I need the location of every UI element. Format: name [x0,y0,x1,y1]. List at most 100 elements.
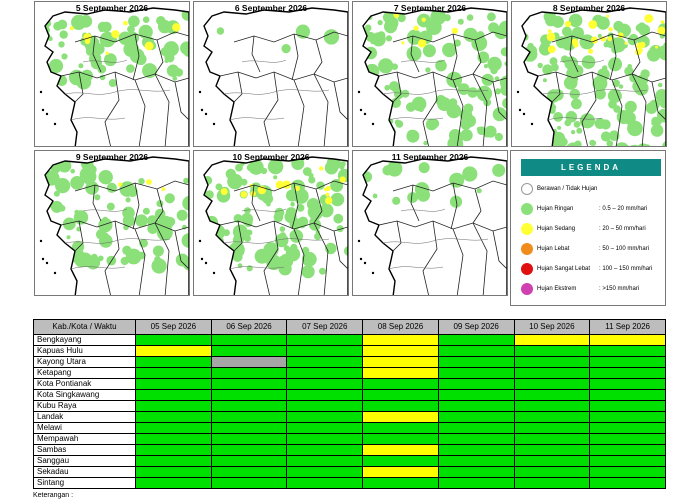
forecast-cell [590,434,666,445]
forecast-cell [438,467,514,478]
light-rain-cell [216,183,223,190]
light-rain-cell [143,16,150,23]
light-rain-cell [477,188,482,193]
light-rain-cell [560,138,568,146]
river-line [230,118,284,120]
forecast-cell [438,423,514,434]
district-border [264,72,278,147]
forecast-map-3: 7 September 2026 [352,1,508,147]
moderate-rain-cell [636,42,643,49]
forecast-cell [514,456,590,467]
light-rain-cell [534,131,539,136]
moderate-rain-cell [608,27,612,31]
light-rain-cell [223,229,230,236]
map-date-title: 5 September 2026 [35,3,189,13]
moderate-rain-cell [325,197,332,204]
moderate-rain-cell [111,30,119,38]
region-name: Kubu Raya [34,401,136,412]
forecast-cell [514,335,590,346]
light-rain-cell [574,121,581,128]
island [519,109,521,111]
legend-swatch [521,243,533,255]
light-rain-cell [226,250,233,257]
light-rain-cell [361,98,373,110]
forecast-cell [590,478,666,489]
legend-item: Hujan Sangat Lebat: 100 – 150 mm/hari [521,263,667,277]
moderate-rain-cell [401,41,404,44]
table-row: Ketapang [34,368,666,379]
forecast-cell [136,412,212,423]
moderate-rain-cell [324,188,328,192]
forecast-cell [438,390,514,401]
forecast-map-2: 6 September 2026 [193,1,349,147]
light-rain-cell [646,102,658,114]
light-rain-cell [202,236,207,241]
light-rain-cell [368,97,384,113]
table-row: Sekadau [34,467,666,478]
region-name: Sambas [34,445,136,456]
light-rain-cell [107,203,115,211]
light-rain-cell [543,78,547,82]
light-rain-cell [126,249,142,265]
forecast-cell [590,379,666,390]
light-rain-cell [361,171,372,182]
legend-label: Hujan Sedang [537,225,575,233]
light-rain-cell [495,133,503,141]
legend-item: Hujan Lebat: 50 – 100 mm/hari [521,243,667,257]
region-name: Sanggau [34,456,136,467]
moderate-rain-cell [644,14,653,23]
rainfall-table-wrap: Kab./Kota / Waktu 05 Sep 2026 06 Sep 2026… [33,319,666,489]
forecast-cell [514,412,590,423]
forecast-cell [363,357,439,368]
light-rain-cell [419,107,424,112]
district-border [234,72,242,102]
legend-swatch [521,283,533,295]
forecast-cell [211,478,287,489]
table-header-date: 09 Sep 2026 [438,320,514,335]
island [531,123,533,125]
forecast-cell [514,379,590,390]
forecast-cell [514,434,590,445]
moderate-rain-cell [118,182,122,186]
light-rain-cell [417,189,430,202]
island [201,109,203,111]
light-rain-cell [557,126,561,130]
light-rain-cell [490,67,497,74]
light-rain-cell [217,27,224,34]
light-rain-cell [477,127,482,132]
light-rain-cell [520,12,529,21]
island [523,113,525,115]
light-rain-cell [274,213,284,223]
district-border [155,74,169,147]
light-rain-cell [245,237,249,241]
forecast-cell [438,401,514,412]
forecast-cell [211,445,287,456]
light-rain-cell [340,161,346,167]
forecast-cell [211,467,287,478]
legend-swatch [521,263,533,275]
table-header-region: Kab./Kota / Waktu [34,320,136,335]
legend-range: : 20 – 50 mm/hari [599,225,646,233]
light-rain-cell [98,256,104,262]
light-rain-cell [372,32,386,46]
light-rain-cell [241,179,248,186]
light-rain-cell [638,22,646,30]
district-border [473,223,487,296]
island [40,91,42,93]
legend-item: Hujan Ringan: 0.5 – 20 mm/hari [521,203,667,217]
light-rain-cell [55,207,60,212]
light-rain-cell [166,217,175,226]
light-rain-cell [502,98,508,109]
moderate-rain-cell [340,176,346,182]
region-name: Kapuas Hulu [34,346,136,357]
table-row: Sintang [34,478,666,489]
island [364,262,366,264]
light-rain-cell [80,167,96,183]
light-rain-cell [76,75,91,90]
island [213,123,215,125]
island [42,109,44,111]
moderate-rain-cell [172,23,180,31]
map-date-title: 7 September 2026 [353,3,507,13]
moderate-rain-cell [588,49,593,54]
light-rain-cell [154,256,160,262]
